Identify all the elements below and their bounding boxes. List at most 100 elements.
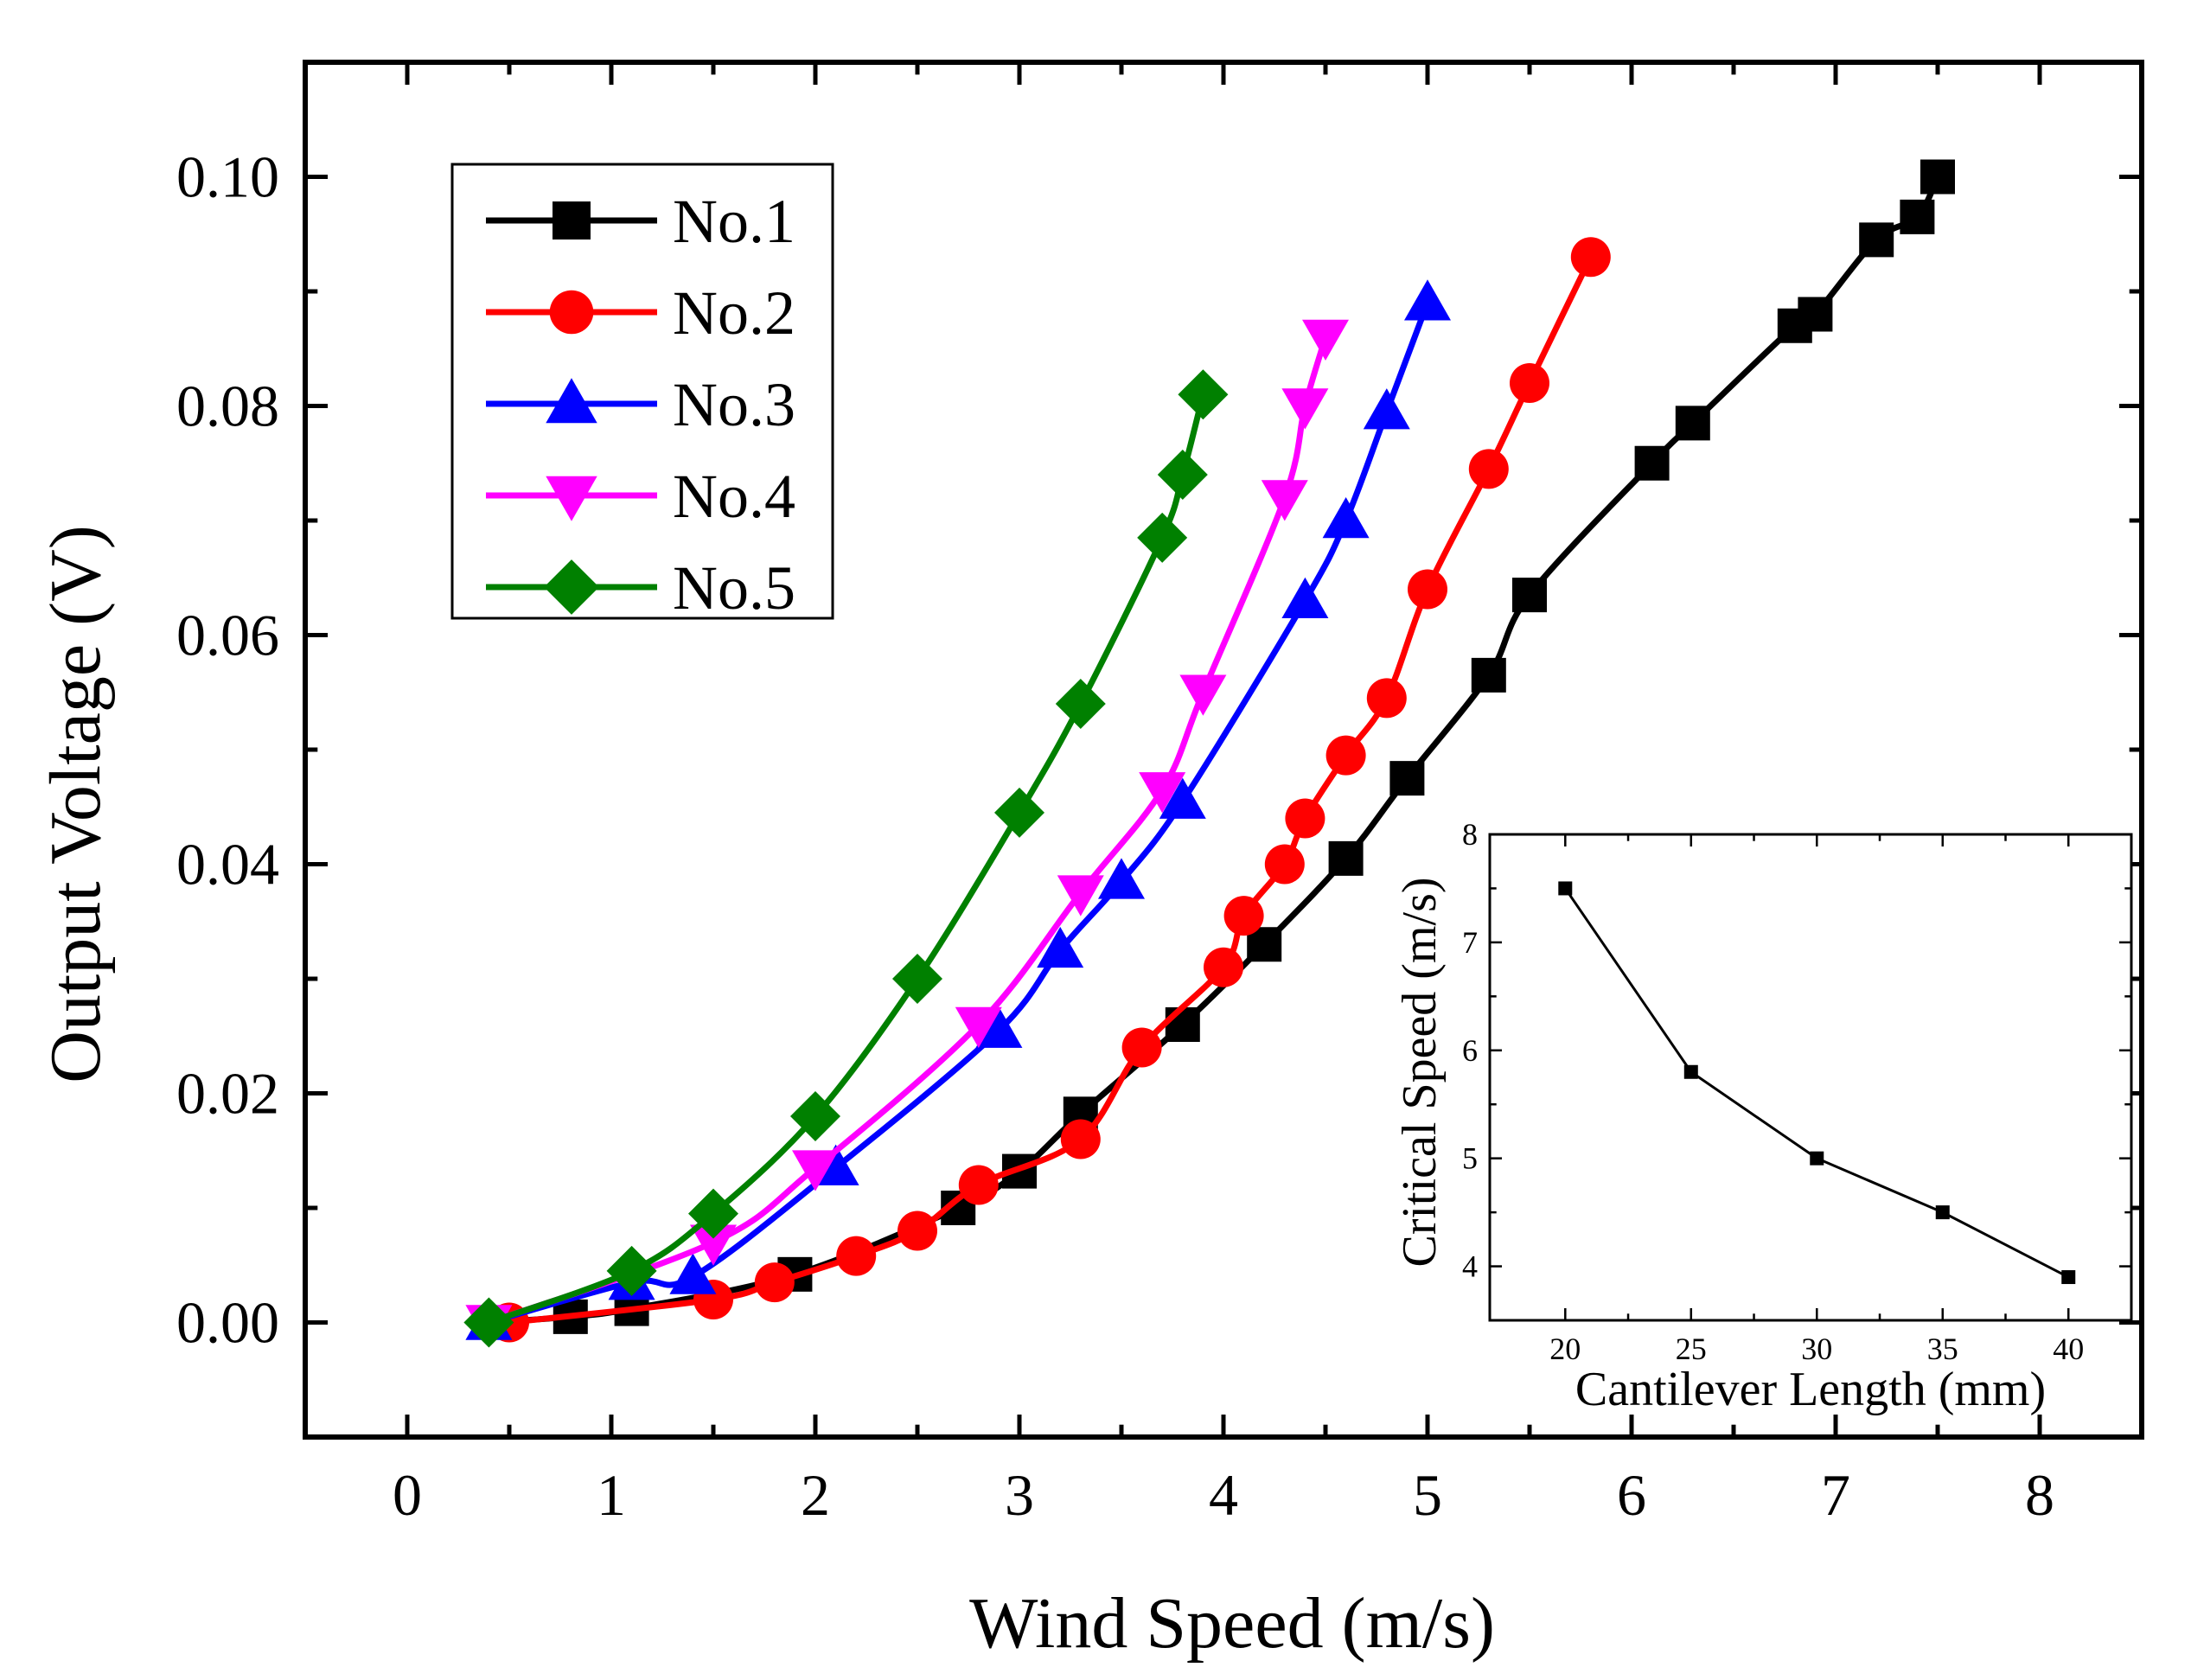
series-4-point	[1261, 480, 1308, 521]
x-tick-label: 2	[801, 1462, 830, 1528]
series-4-point	[955, 1006, 1002, 1048]
x-tick-label: 3	[1005, 1462, 1034, 1528]
y-axis-title: Output Voltage (V)	[35, 525, 116, 1083]
series-5	[463, 369, 1229, 1348]
series-2-point	[897, 1210, 937, 1251]
inset-y-axis-title: Critical Speed (m/s)	[1393, 877, 1447, 1267]
series-1-point	[1165, 1007, 1200, 1042]
series-5-point	[1157, 450, 1208, 500]
series-2-point	[1285, 798, 1325, 839]
series-5-point	[1178, 369, 1229, 420]
series-3-point	[1281, 577, 1329, 618]
inset-x-axis-ticks	[1564, 834, 2070, 1320]
main-series-group	[463, 159, 1955, 1348]
series-1-point	[1389, 761, 1425, 796]
series-4-point	[1281, 388, 1329, 430]
series-3-point	[1322, 497, 1370, 539]
series-3-point	[1098, 858, 1145, 899]
series-3-point	[1159, 777, 1206, 819]
legend-marker	[546, 378, 597, 424]
legend-item-2: No.2	[486, 278, 795, 348]
series-4-point	[1179, 674, 1227, 716]
series-2-point	[836, 1236, 877, 1276]
y-tick-label: 0.08	[176, 374, 279, 439]
y-tick-label: 7	[1462, 925, 1478, 960]
y-tick-label: 0.10	[176, 144, 279, 210]
inset-x-axis-title: Cantilever Length (mm)	[1575, 1363, 2046, 1416]
inset-y-axis-ticks	[1490, 833, 2131, 1268]
series-1-point	[1810, 1151, 1824, 1166]
series-2-point	[1204, 947, 1243, 987]
y-tick-label: 0.02	[176, 1061, 279, 1127]
series-2-point	[1264, 844, 1305, 885]
x-tick-label: 8	[2025, 1462, 2054, 1528]
legend-item-5: No.5	[486, 553, 795, 623]
series-5-point	[790, 1091, 840, 1141]
legend-box	[450, 163, 834, 620]
series-5-point	[892, 954, 942, 1004]
series-5-point	[1055, 679, 1106, 729]
series-1-point	[2061, 1270, 2076, 1285]
x-axis-title: Wind Speed (m/s)	[969, 1583, 1495, 1664]
x-tick-label: 7	[1821, 1462, 1850, 1528]
main-x-axis-tick-labels: 0 1 2 3 4 5 6 7 8	[393, 1462, 2054, 1528]
inset-series-group	[1558, 881, 2076, 1285]
legend-marker	[544, 559, 599, 615]
series-5-point	[463, 1297, 514, 1348]
y-tick-label: 0.06	[176, 603, 279, 668]
inset-y-axis-tick-labels: 4 5 6 7 8	[1462, 817, 1478, 1284]
series-3-point	[975, 1006, 1023, 1048]
series-2-point	[754, 1262, 795, 1303]
legend-label: No.4	[673, 462, 795, 531]
series-2-point	[1366, 678, 1407, 719]
legend-marker	[553, 201, 591, 240]
series-2-point	[1060, 1119, 1101, 1159]
series-4-point	[1057, 875, 1104, 917]
x-tick-label: 0	[393, 1462, 422, 1528]
series-1-point	[1675, 406, 1710, 441]
series-2-point	[1408, 569, 1447, 610]
y-tick-label: 8	[1462, 817, 1478, 852]
x-tick-label: 4	[1209, 1462, 1238, 1528]
x-tick-label: 35	[1927, 1332, 1958, 1366]
legend: No.1 No.2 No.3 No.4 No.5	[450, 163, 834, 623]
x-tick-label: 25	[1676, 1332, 1707, 1366]
series-1-point	[1920, 159, 1955, 195]
x-tick-label: 5	[1413, 1462, 1442, 1528]
legend-item-4: No.4	[486, 462, 795, 531]
series-1-point	[1900, 199, 1935, 234]
series-4-point	[1302, 319, 1349, 361]
y-tick-label: 6	[1462, 1033, 1478, 1068]
series-3-point	[1037, 926, 1084, 968]
main-y-axis-tick-labels: 0.00 0.02 0.04 0.06 0.08 0.10	[176, 144, 279, 1356]
y-tick-label: 5	[1462, 1141, 1478, 1176]
series-3-point	[1404, 279, 1451, 321]
series-4-point	[792, 1150, 839, 1191]
series-1-point	[1471, 657, 1506, 693]
main-x-axis-ticks	[405, 62, 2042, 1437]
legend-label: No.5	[673, 553, 795, 623]
main-plot: 0 1 2 3 4 5 6 7 8 0.00 0.02 0.04 0.06 0.08 0.10 Wind …	[35, 60, 2144, 1664]
legend-label: No.3	[673, 370, 795, 439]
x-tick-label: 40	[2053, 1332, 2084, 1366]
series-2	[489, 237, 1611, 1343]
y-tick-label: 0.00	[176, 1290, 279, 1356]
series-1-point	[1859, 222, 1894, 258]
legend-label: No.1	[673, 187, 795, 256]
series-1-point	[1683, 1064, 1698, 1079]
series-1-point	[1798, 297, 1833, 332]
series-5-point	[688, 1188, 738, 1239]
legend-items: No.1 No.2 No.3 No.4 No.5	[486, 187, 795, 623]
legend-item-1: No.1	[486, 187, 795, 256]
series-5-point	[994, 787, 1044, 838]
series-5-point	[1137, 512, 1188, 563]
x-tick-label: 20	[1549, 1332, 1581, 1366]
inset-x-axis-tick-labels: 20 25 30 35 40	[1549, 1332, 2084, 1366]
legend-item-3: No.3	[486, 370, 795, 439]
x-tick-label: 6	[1617, 1462, 1646, 1528]
main-y-axis-ticks	[305, 60, 2142, 1440]
legend-label: No.2	[673, 278, 795, 348]
series-3	[465, 279, 1451, 1340]
x-tick-label: 30	[1801, 1332, 1832, 1366]
